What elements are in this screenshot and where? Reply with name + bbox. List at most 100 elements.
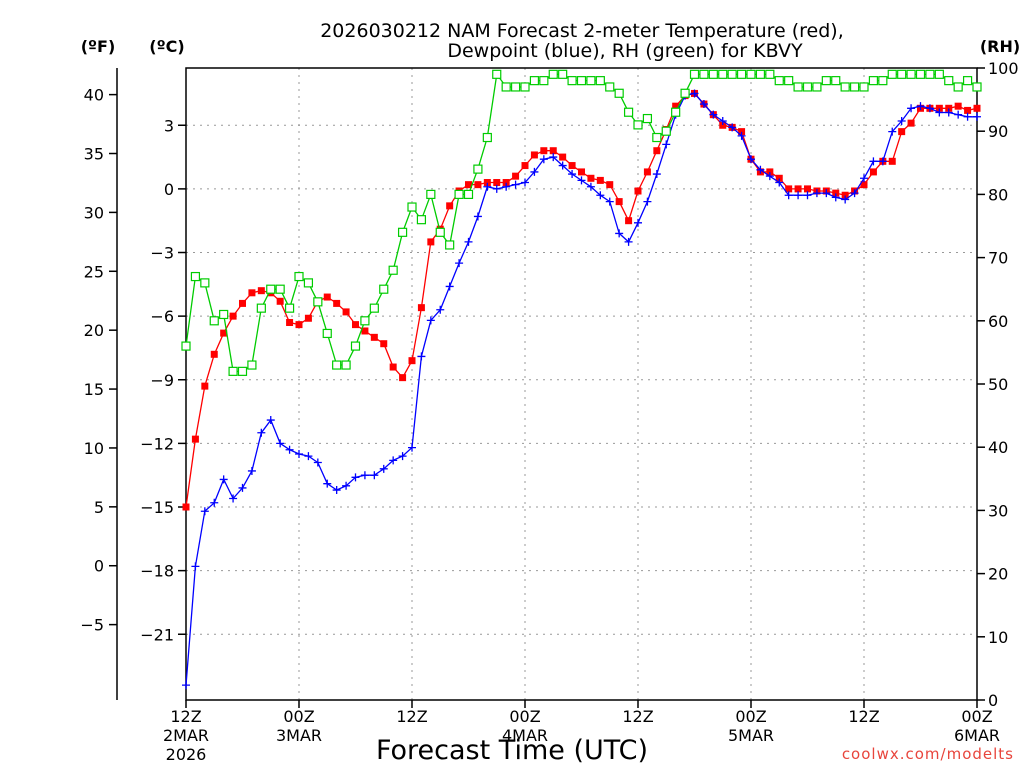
- data-point: [417, 304, 425, 312]
- data-point: [718, 117, 727, 126]
- data-point: [313, 458, 322, 467]
- data-point: [614, 88, 624, 98]
- data-point: [295, 449, 303, 458]
- data-point: [643, 197, 652, 206]
- data-point: [239, 299, 246, 307]
- data-point: [474, 181, 482, 189]
- data-point: [935, 108, 944, 117]
- data-point: [634, 218, 642, 227]
- data-point: [284, 303, 295, 313]
- data-point: [502, 179, 510, 187]
- data-point: [379, 464, 388, 473]
- data-point: [736, 69, 747, 79]
- data-point: [944, 108, 953, 117]
- x-tick-label: 12Z 2MAR 2026: [163, 707, 209, 764]
- data-point: [605, 197, 614, 206]
- data-point: [587, 174, 595, 182]
- data-point: [473, 164, 483, 174]
- data-point: [708, 69, 718, 79]
- data-point: [615, 198, 623, 206]
- data-point: [454, 189, 464, 199]
- data-point: [689, 69, 700, 79]
- data-point: [634, 187, 642, 195]
- data-point: [181, 341, 191, 351]
- data-point: [304, 452, 313, 461]
- data-point: [962, 76, 973, 86]
- data-point: [925, 104, 934, 113]
- data-point: [794, 185, 802, 193]
- chart-title-line-2: Dewpoint (blue), RH (green) for KBVY: [447, 40, 803, 62]
- data-point: [483, 179, 491, 187]
- data-point: [576, 76, 587, 86]
- data-point: [229, 494, 238, 503]
- data-point: [568, 170, 577, 179]
- data-point: [596, 176, 604, 184]
- data-point: [361, 327, 369, 335]
- x-tick-label: 12Z: [622, 707, 653, 726]
- data-point: [623, 107, 634, 117]
- data-point: [840, 82, 850, 92]
- data-point: [380, 340, 388, 348]
- data-point: [643, 168, 651, 176]
- data-point: [841, 195, 850, 204]
- data-point: [774, 76, 784, 86]
- data-point: [408, 357, 416, 365]
- data-point: [972, 82, 982, 92]
- data-point: [512, 172, 520, 180]
- data-point: [549, 153, 558, 162]
- data-point: [558, 161, 567, 170]
- rh-tick-label: 90: [988, 122, 1008, 141]
- data-point: [841, 191, 849, 199]
- data-point: [369, 303, 379, 313]
- fahrenheit-tick-label: 15: [84, 380, 104, 399]
- data-point: [191, 562, 200, 571]
- data-point: [737, 131, 746, 140]
- data-point: [511, 180, 520, 189]
- celsius-unit-label: (ºC): [149, 37, 184, 56]
- fahrenheit-tick-label: 20: [84, 321, 104, 340]
- data-point: [548, 69, 558, 79]
- data-point: [747, 155, 755, 164]
- data-point: [944, 76, 954, 86]
- data-point: [323, 293, 331, 301]
- data-point: [559, 153, 567, 161]
- data-point: [756, 165, 765, 174]
- series-open-square: [181, 69, 982, 376]
- data-point: [671, 107, 681, 117]
- data-point: [719, 121, 727, 129]
- data-point: [784, 76, 794, 86]
- fahrenheit-tick-label: 5: [94, 498, 104, 517]
- data-point: [323, 479, 332, 488]
- data-point: [228, 366, 238, 376]
- data-point: [586, 182, 595, 191]
- data-point: [945, 104, 953, 112]
- data-point: [821, 76, 831, 86]
- data-point: [435, 227, 445, 237]
- data-point: [567, 76, 577, 86]
- data-point: [200, 507, 209, 516]
- data-point: [510, 82, 521, 92]
- rh-tick-label: 30: [988, 501, 1008, 520]
- celsius-tick-label: 3: [164, 116, 174, 135]
- data-point: [370, 471, 379, 480]
- data-point: [727, 69, 737, 79]
- data-point: [633, 120, 643, 130]
- data-point: [916, 102, 925, 111]
- data-point: [849, 82, 860, 92]
- data-point: [925, 69, 935, 79]
- data-point: [868, 76, 879, 86]
- data-point: [831, 76, 841, 86]
- rh-tick-label: 60: [988, 312, 1008, 331]
- data-point: [907, 104, 916, 113]
- data-point: [417, 352, 426, 361]
- x-tick-label: 00Z 3MAR: [276, 707, 322, 745]
- axes: [109, 67, 985, 708]
- data-point: [812, 189, 821, 198]
- data-point: [690, 89, 699, 98]
- data-point: [605, 82, 615, 92]
- data-point: [718, 69, 728, 79]
- celsius-tick-label: −3: [150, 244, 174, 263]
- data-point: [210, 350, 218, 358]
- data-point: [445, 282, 454, 291]
- data-point: [964, 106, 972, 114]
